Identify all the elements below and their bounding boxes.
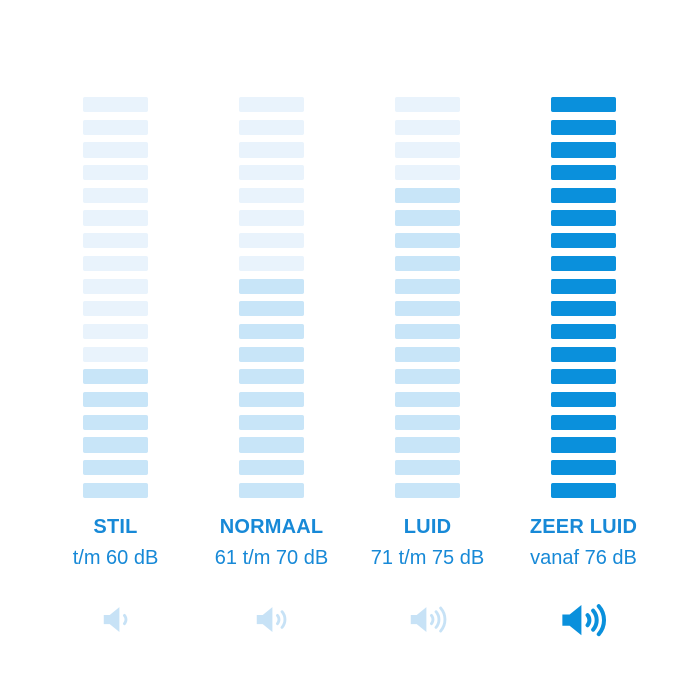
meter-segment-filled bbox=[551, 346, 616, 362]
speaker-2-waves-icon bbox=[254, 600, 288, 640]
meter-segment-filled bbox=[551, 301, 616, 317]
meter-segment-filled bbox=[239, 346, 304, 362]
level-range: t/m 60 dB bbox=[72, 546, 159, 569]
meter-segment-empty bbox=[83, 346, 148, 362]
level-label: ZEER LUID bbox=[529, 515, 638, 538]
meter-segment-filled bbox=[395, 482, 460, 498]
meter-segment-empty bbox=[239, 165, 304, 181]
meter-segment-filled bbox=[395, 301, 460, 317]
meter-segment-filled bbox=[395, 346, 460, 362]
speaker-glyph bbox=[562, 603, 607, 636]
speaker-glyph bbox=[410, 606, 447, 633]
meter-segment-filled bbox=[239, 460, 304, 476]
meter-segment-empty bbox=[239, 119, 304, 135]
meter-segment-empty bbox=[395, 142, 460, 158]
meter-segment-filled bbox=[395, 187, 460, 203]
meter-segment-filled bbox=[83, 460, 148, 476]
level-meter bbox=[239, 97, 304, 498]
level-meter bbox=[83, 97, 148, 498]
meter-segment-empty bbox=[83, 142, 148, 158]
meter-segment-filled bbox=[239, 437, 304, 453]
meter-segment-empty bbox=[83, 323, 148, 340]
speaker-1-wave-icon bbox=[101, 600, 130, 640]
level-label: STIL bbox=[93, 515, 138, 538]
meter-segment-filled bbox=[551, 187, 616, 203]
meter-segment-empty bbox=[83, 233, 148, 249]
meter-segment-filled bbox=[551, 482, 616, 498]
meter-segment-filled bbox=[395, 278, 460, 294]
meter-segment-empty bbox=[83, 97, 148, 113]
meter-segment-filled bbox=[551, 414, 616, 430]
meter-segment-filled bbox=[83, 414, 148, 430]
meter-segment-filled bbox=[83, 437, 148, 453]
sound-level-column-zeer-luid: ZEER LUID vanaf 76 dB bbox=[530, 97, 637, 640]
speaker-glyph bbox=[103, 607, 128, 633]
level-meters-row: STIL t/m 60 dB NORMAAL 61 t/m 70 dB LUID… bbox=[73, 97, 637, 640]
meter-segment-filled bbox=[551, 233, 616, 249]
meter-segment-filled bbox=[551, 97, 616, 113]
meter-segment-filled bbox=[551, 165, 616, 181]
meter-segment-filled bbox=[395, 233, 460, 249]
meter-segment-empty bbox=[395, 165, 460, 181]
meter-segment-filled bbox=[551, 391, 616, 408]
meter-segment-filled bbox=[239, 369, 304, 385]
meter-segment-filled bbox=[551, 369, 616, 385]
meter-segment-filled bbox=[395, 414, 460, 430]
level-range: 61 t/m 70 dB bbox=[214, 546, 329, 569]
meter-segment-filled bbox=[395, 437, 460, 453]
level-range: vanaf 76 dB bbox=[530, 546, 637, 569]
meter-segment-filled bbox=[551, 460, 616, 476]
meter-segment-filled bbox=[395, 255, 460, 271]
sound-level-column-luid: LUID 71 t/m 75 dB bbox=[371, 97, 484, 640]
meter-segment-empty bbox=[395, 97, 460, 113]
level-range: 71 t/m 75 dB bbox=[370, 546, 485, 569]
meter-segment-filled bbox=[239, 323, 304, 340]
meter-segment-empty bbox=[83, 187, 148, 203]
level-label: NORMAAL bbox=[219, 515, 324, 538]
meter-segment-filled bbox=[239, 278, 304, 294]
meter-segment-filled bbox=[83, 391, 148, 408]
meter-segment-filled bbox=[395, 369, 460, 385]
speaker-3-waves-icon bbox=[408, 600, 448, 640]
meter-segment-empty bbox=[239, 210, 304, 226]
meter-segment-filled bbox=[551, 323, 616, 340]
meter-segment-empty bbox=[83, 278, 148, 294]
meter-segment-filled bbox=[239, 301, 304, 317]
meter-segment-filled bbox=[83, 482, 148, 498]
meter-segment-filled bbox=[395, 391, 460, 408]
meter-segment-empty bbox=[239, 187, 304, 203]
meter-segment-filled bbox=[395, 210, 460, 226]
sound-level-column-stil: STIL t/m 60 dB bbox=[73, 97, 158, 640]
speaker-glyph bbox=[257, 607, 287, 633]
meter-segment-filled bbox=[551, 142, 616, 158]
meter-segment-filled bbox=[551, 255, 616, 271]
meter-segment-filled bbox=[551, 119, 616, 135]
meter-segment-filled bbox=[239, 391, 304, 408]
meter-segment-filled bbox=[395, 460, 460, 476]
meter-segment-empty bbox=[83, 165, 148, 181]
meter-segment-filled bbox=[239, 414, 304, 430]
meter-segment-filled bbox=[551, 437, 616, 453]
meter-segment-empty bbox=[83, 255, 148, 271]
meter-segment-empty bbox=[239, 233, 304, 249]
meter-segment-empty bbox=[395, 119, 460, 135]
meter-segment-filled bbox=[551, 210, 616, 226]
level-label: LUID bbox=[403, 515, 452, 538]
level-meter bbox=[551, 97, 616, 498]
meter-segment-empty bbox=[239, 142, 304, 158]
speaker-3-waves-strong-icon bbox=[559, 600, 607, 640]
meter-segment-filled bbox=[239, 482, 304, 498]
meter-segment-filled bbox=[551, 278, 616, 294]
meter-segment-empty bbox=[83, 119, 148, 135]
meter-segment-empty bbox=[239, 97, 304, 113]
meter-segment-empty bbox=[83, 210, 148, 226]
meter-segment-filled bbox=[395, 323, 460, 340]
meter-segment-empty bbox=[239, 255, 304, 271]
sound-level-column-normaal: NORMAAL 61 t/m 70 dB bbox=[215, 97, 328, 640]
meter-segment-filled bbox=[83, 369, 148, 385]
level-meter bbox=[395, 97, 460, 498]
meter-segment-empty bbox=[83, 301, 148, 317]
